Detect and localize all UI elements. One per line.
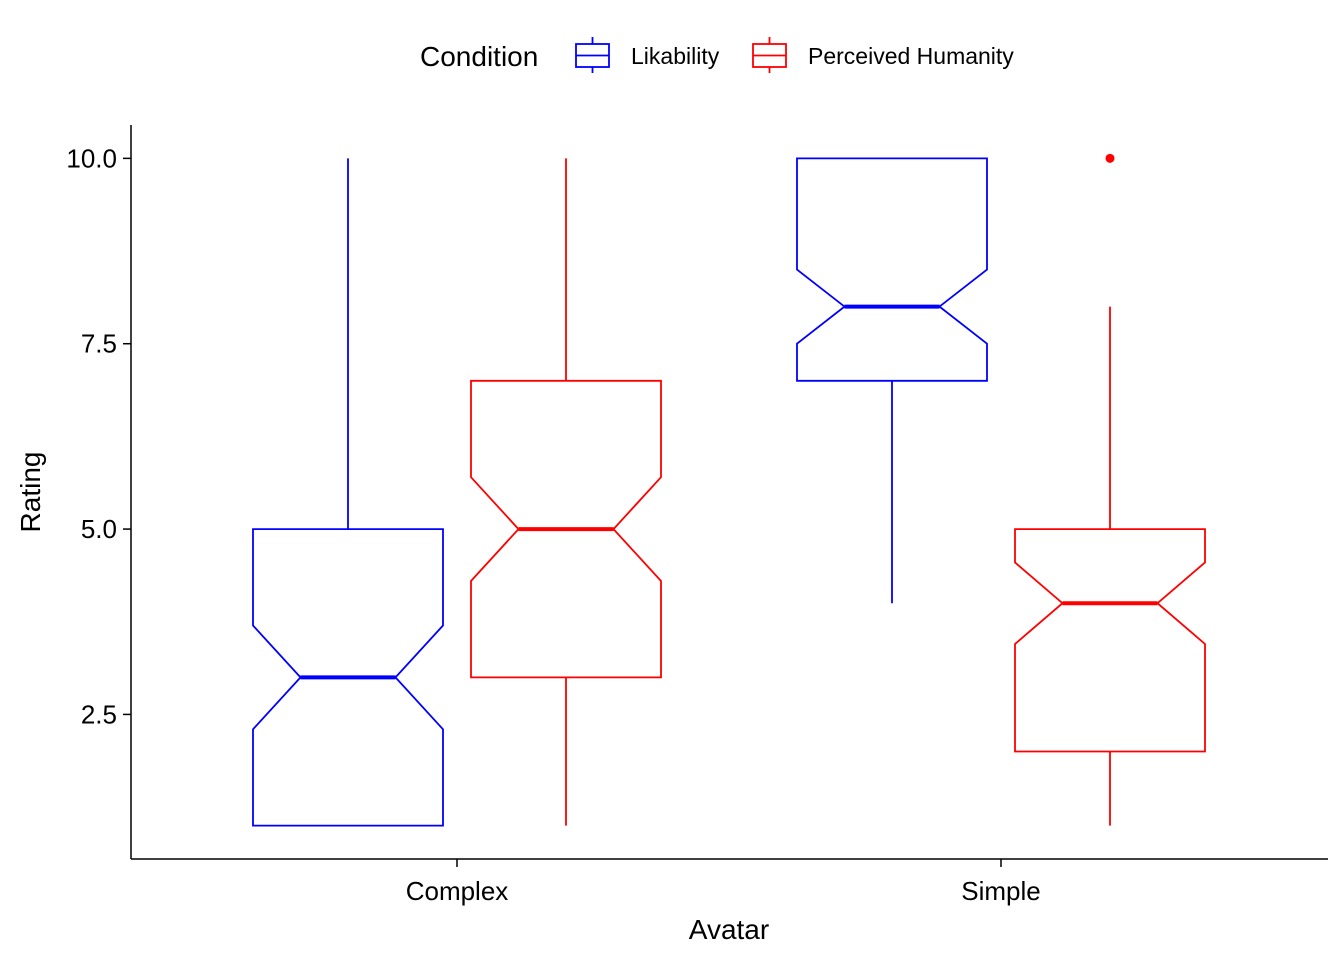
x-tick-label: Simple xyxy=(961,876,1040,906)
box-likability-complex xyxy=(252,158,444,827)
y-axis-ticks: 2.5 5.0 7.5 10.0 xyxy=(66,143,131,729)
y-tick-label: 7.5 xyxy=(81,329,117,359)
y-tick-label: 5.0 xyxy=(81,514,117,544)
box-perceived-humanity-simple xyxy=(1014,153,1206,826)
legend-item-perceived-humanity: Perceived Humanity xyxy=(752,37,1014,73)
outlier-point xyxy=(1105,153,1115,163)
y-axis-title: Rating xyxy=(15,452,46,533)
x-axis-title: Avatar xyxy=(689,914,769,945)
notched-box xyxy=(1014,528,1206,753)
legend-key-likability xyxy=(575,37,610,73)
notched-box xyxy=(796,157,988,382)
x-axis-ticks: Complex Simple xyxy=(406,859,1041,906)
legend-key-perceived-humanity xyxy=(752,37,787,73)
box-perceived-humanity-complex xyxy=(470,158,662,826)
legend-title: Condition xyxy=(420,41,538,72)
y-tick-label: 10.0 xyxy=(66,143,117,173)
y-tick-label: 2.5 xyxy=(81,699,117,729)
box-likability-simple xyxy=(796,157,988,604)
legend-label-perceived-humanity: Perceived Humanity xyxy=(808,43,1014,69)
notched-box xyxy=(252,528,444,827)
x-tick-label: Complex xyxy=(406,876,509,906)
legend-item-likability: Likability xyxy=(575,37,720,73)
notched-box xyxy=(470,379,662,679)
legend-label-likability: Likability xyxy=(631,43,720,69)
legend: Condition Likability Perceived Humanity xyxy=(420,37,1014,73)
plot-boxes xyxy=(252,153,1206,827)
